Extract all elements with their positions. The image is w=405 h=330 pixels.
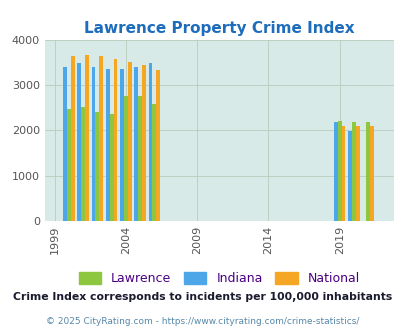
Legend: Lawrence, Indiana, National: Lawrence, Indiana, National xyxy=(73,267,364,290)
Bar xyxy=(134,67,138,221)
Bar xyxy=(99,56,103,221)
Bar xyxy=(63,67,67,221)
Bar xyxy=(106,69,109,221)
Bar xyxy=(120,69,124,221)
Bar xyxy=(333,122,337,221)
Bar xyxy=(138,96,142,221)
Title: Lawrence Property Crime Index: Lawrence Property Crime Index xyxy=(84,21,354,36)
Bar xyxy=(81,107,85,221)
Bar xyxy=(365,122,369,221)
Bar xyxy=(113,59,117,221)
Bar xyxy=(369,126,373,221)
Bar xyxy=(67,109,70,221)
Bar xyxy=(128,62,131,221)
Bar xyxy=(70,56,75,221)
Bar xyxy=(156,70,160,221)
Text: © 2025 CityRating.com - https://www.cityrating.com/crime-statistics/: © 2025 CityRating.com - https://www.city… xyxy=(46,317,359,326)
Bar xyxy=(351,122,355,221)
Bar xyxy=(355,126,359,221)
Bar xyxy=(109,115,113,221)
Bar xyxy=(92,67,95,221)
Bar xyxy=(142,65,145,221)
Bar xyxy=(347,131,351,221)
Bar xyxy=(95,113,99,221)
Bar xyxy=(77,63,81,221)
Bar xyxy=(148,63,152,221)
Bar xyxy=(124,96,128,221)
Bar xyxy=(337,121,341,221)
Text: Crime Index corresponds to incidents per 100,000 inhabitants: Crime Index corresponds to incidents per… xyxy=(13,292,392,302)
Bar xyxy=(152,105,156,221)
Bar xyxy=(85,55,89,221)
Bar xyxy=(341,126,345,221)
